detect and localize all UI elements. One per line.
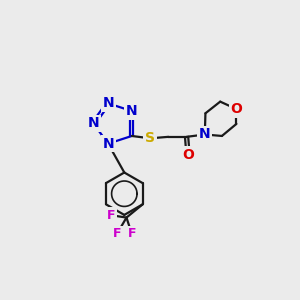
Text: N: N [88,116,99,130]
Text: O: O [230,102,242,116]
Text: N: N [102,96,114,110]
Text: F: F [113,227,121,240]
Text: S: S [145,131,155,145]
Text: N: N [102,137,114,151]
Text: N: N [199,128,211,142]
Text: F: F [128,227,136,240]
Text: F: F [107,209,116,222]
Text: N: N [126,104,138,118]
Text: N: N [199,128,211,142]
Text: O: O [182,148,194,162]
